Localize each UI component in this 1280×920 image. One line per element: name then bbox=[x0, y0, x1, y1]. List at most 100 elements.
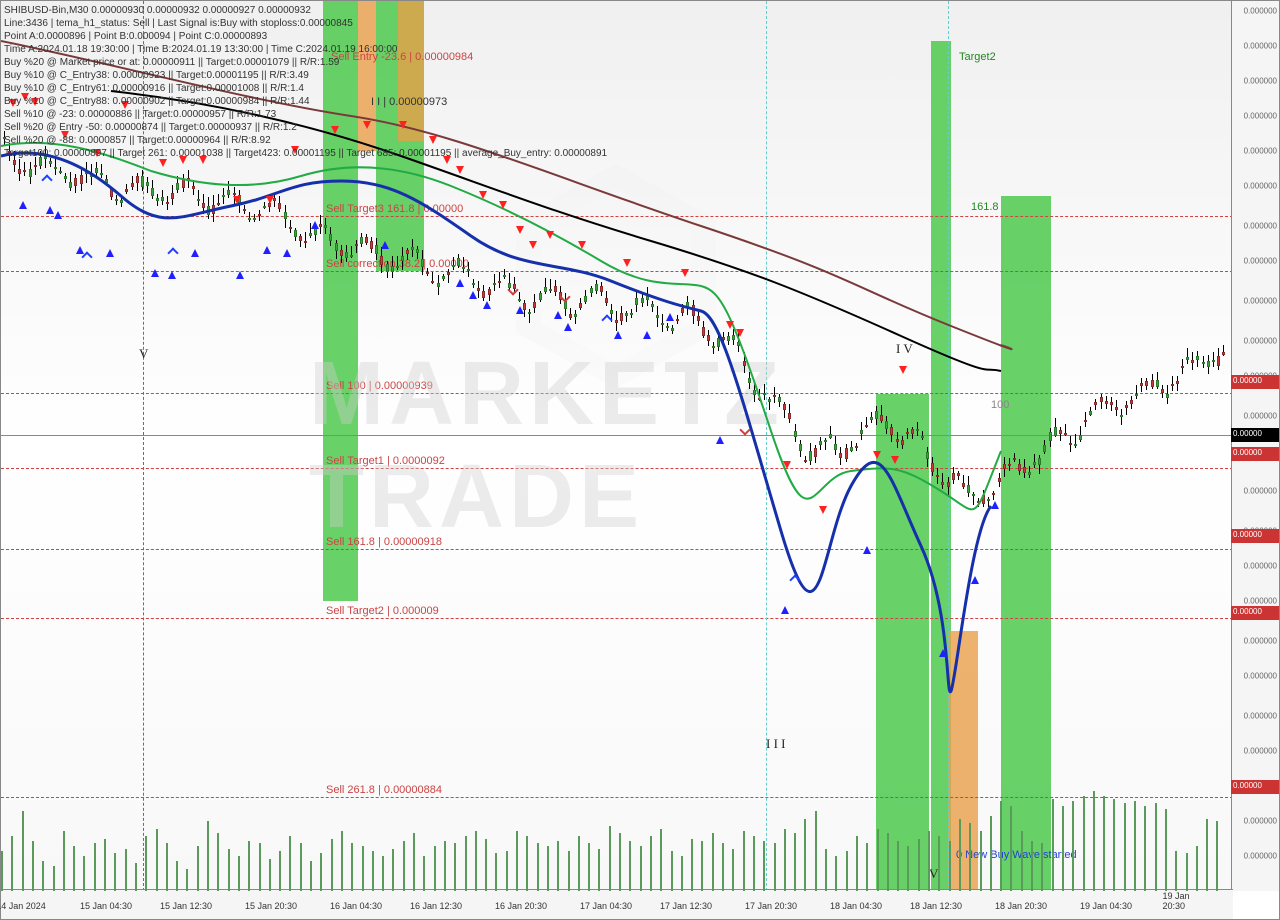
y-tick: 0.000000 bbox=[1244, 222, 1277, 231]
arrow-down-icon bbox=[819, 506, 827, 514]
arrow-up-icon bbox=[263, 246, 271, 254]
arrow-up-icon bbox=[939, 649, 947, 657]
y-tick: 0.000000 bbox=[1244, 747, 1277, 756]
x-tick: 16 Jan 04:30 bbox=[330, 901, 382, 911]
y-tick: 0.000000 bbox=[1244, 817, 1277, 826]
signal-line-7: Target100: 0.00000897 || Target 261: 0.0… bbox=[4, 147, 607, 160]
arrow-down-icon bbox=[681, 269, 689, 277]
arrow-open-up-icon bbox=[789, 574, 800, 585]
arrow-up-icon bbox=[283, 249, 291, 257]
arrow-up-icon bbox=[236, 271, 244, 279]
y-tick: 0.000000 bbox=[1244, 852, 1277, 861]
x-axis: 14 Jan 202415 Jan 04:3015 Jan 12:3015 Ja… bbox=[1, 889, 1233, 919]
arrow-up-icon bbox=[106, 249, 114, 257]
arrow-up-icon bbox=[666, 313, 674, 321]
arrow-up-icon bbox=[76, 246, 84, 254]
y-tick: 0.000000 bbox=[1244, 712, 1277, 721]
arrow-down-icon bbox=[736, 329, 744, 337]
arrow-down-icon bbox=[891, 456, 899, 464]
arrow-down-icon bbox=[159, 159, 167, 167]
arrow-up-icon bbox=[554, 311, 562, 319]
x-tick: 19 Jan 20:30 bbox=[1163, 891, 1210, 911]
y-tick: 0.000000 bbox=[1244, 337, 1277, 346]
arrow-up-icon bbox=[19, 201, 27, 209]
arrow-open-down-icon bbox=[559, 291, 570, 302]
arrow-up-icon bbox=[564, 323, 572, 331]
arrow-down-icon bbox=[873, 451, 881, 459]
arrow-up-icon bbox=[991, 501, 999, 509]
arrow-up-icon bbox=[168, 271, 176, 279]
arrow-down-icon bbox=[783, 461, 791, 469]
signal-line-2: Buy %10 @ C_Entry61: 0.00000916 || Targe… bbox=[4, 82, 607, 95]
chart-header: SHIBUSD-Bin,M30 0.00000930 0.00000932 0.… bbox=[4, 4, 607, 160]
x-tick: 16 Jan 12:30 bbox=[410, 901, 462, 911]
x-tick: 17 Jan 04:30 bbox=[580, 901, 632, 911]
arrow-up-icon bbox=[456, 279, 464, 287]
y-tick: 0.000000 bbox=[1244, 412, 1277, 421]
price-marker: 0.00000 bbox=[1231, 428, 1279, 442]
x-tick: 18 Jan 12:30 bbox=[910, 901, 962, 911]
symbol-line: SHIBUSD-Bin,M30 0.00000930 0.00000932 0.… bbox=[4, 4, 607, 17]
x-tick: 18 Jan 20:30 bbox=[995, 901, 1047, 911]
y-tick: 0.000000 bbox=[1244, 147, 1277, 156]
x-tick: 16 Jan 20:30 bbox=[495, 901, 547, 911]
y-tick: 0.000000 bbox=[1244, 257, 1277, 266]
arrow-up-icon bbox=[381, 241, 389, 249]
y-axis: 0.0000000.0000000.0000000.0000000.000000… bbox=[1231, 1, 1279, 891]
arrow-up-icon bbox=[643, 331, 651, 339]
arrow-up-icon bbox=[469, 291, 477, 299]
x-tick: 15 Jan 04:30 bbox=[80, 901, 132, 911]
arrow-open-up-icon bbox=[167, 247, 178, 258]
arrow-open-down-icon bbox=[507, 284, 518, 295]
arrow-up-icon bbox=[311, 221, 319, 229]
price-marker: 0.00000 bbox=[1231, 606, 1279, 620]
y-tick: 0.000000 bbox=[1244, 42, 1277, 51]
x-tick: 18 Jan 04:30 bbox=[830, 901, 882, 911]
times-line: Time A:2024.01.18 19:30:00 | Time B:2024… bbox=[4, 43, 607, 56]
arrow-down-icon bbox=[479, 191, 487, 199]
arrow-up-icon bbox=[191, 249, 199, 257]
arrow-down-icon bbox=[726, 321, 734, 329]
arrow-down-icon bbox=[578, 241, 586, 249]
x-tick: 14 Jan 2024 bbox=[0, 901, 46, 911]
y-tick: 0.000000 bbox=[1244, 297, 1277, 306]
arrow-open-up-icon bbox=[41, 174, 52, 185]
x-tick: 17 Jan 12:30 bbox=[660, 901, 712, 911]
arrow-down-icon bbox=[623, 259, 631, 267]
y-tick: 0.000000 bbox=[1244, 487, 1277, 496]
price-marker: 0.00000 bbox=[1231, 447, 1279, 461]
arrow-up-icon bbox=[516, 306, 524, 314]
arrow-up-icon bbox=[54, 211, 62, 219]
y-tick: 0.000000 bbox=[1244, 672, 1277, 681]
arrow-up-icon bbox=[614, 331, 622, 339]
chart-area[interactable]: MARKETZ TRADE Sell Target3 161.8 | 0.000… bbox=[1, 1, 1233, 891]
arrow-up-icon bbox=[483, 301, 491, 309]
arrow-down-icon bbox=[233, 196, 241, 204]
y-tick: 0.000000 bbox=[1244, 562, 1277, 571]
line-status: Line:3436 | tema_h1_status: Sell | Last … bbox=[4, 17, 607, 30]
signal-line-6: Sell %20 @ -88: 0.0000857 || Target:0.00… bbox=[4, 134, 607, 147]
price-marker: 0.00000 bbox=[1231, 780, 1279, 794]
y-tick: 0.000000 bbox=[1244, 77, 1277, 86]
y-tick: 0.000000 bbox=[1244, 112, 1277, 121]
price-marker: 0.00000 bbox=[1231, 529, 1279, 543]
y-tick: 0.000000 bbox=[1244, 7, 1277, 16]
x-tick: 19 Jan 04:30 bbox=[1080, 901, 1132, 911]
arrow-up-icon bbox=[971, 576, 979, 584]
arrow-open-up-icon bbox=[601, 314, 612, 325]
arrow-down-icon bbox=[529, 241, 537, 249]
arrow-up-icon bbox=[46, 206, 54, 214]
x-tick: 17 Jan 20:30 bbox=[745, 901, 797, 911]
arrow-up-icon bbox=[151, 269, 159, 277]
arrow-down-icon bbox=[456, 166, 464, 174]
y-tick: 0.000000 bbox=[1244, 597, 1277, 606]
arrow-up-icon bbox=[781, 606, 789, 614]
chart-container: MARKETZ TRADE Sell Target3 161.8 | 0.000… bbox=[0, 0, 1280, 920]
arrow-up-icon bbox=[716, 436, 724, 444]
signal-line-5: Sell %20 @ Entry -50: 0.00000874 || Targ… bbox=[4, 121, 607, 134]
signal-line-1: Buy %10 @ C_Entry38: 0.00000923 || Targe… bbox=[4, 69, 607, 82]
arrow-down-icon bbox=[266, 196, 274, 204]
points-line: Point A:0.0000896 | Point B:0.000094 | P… bbox=[4, 30, 607, 43]
arrow-down-icon bbox=[516, 226, 524, 234]
y-tick: 0.000000 bbox=[1244, 637, 1277, 646]
